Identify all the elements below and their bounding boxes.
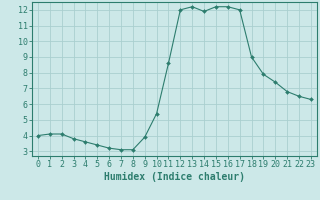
X-axis label: Humidex (Indice chaleur): Humidex (Indice chaleur)	[104, 172, 245, 182]
